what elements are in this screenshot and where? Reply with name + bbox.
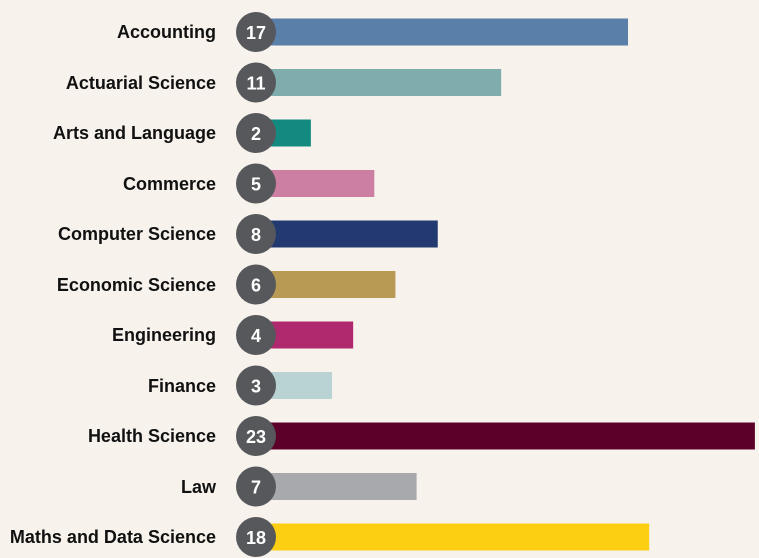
value-badge [236, 264, 276, 305]
value-badge [236, 12, 276, 52]
category-text: Economic Science [56, 274, 216, 295]
category-label: Arts and Language [8, 108, 216, 158]
category-label: Commerce [8, 159, 216, 209]
category-label: Computer Science [8, 209, 216, 259]
bar [268, 271, 396, 298]
category-text: Accounting [117, 22, 216, 42]
category-text: Commerce [122, 173, 216, 194]
value-label: 23 [246, 427, 266, 447]
category-text: Computer Science [57, 224, 216, 244]
category-label: Maths and Data Science [8, 512, 216, 558]
value-label: 7 [251, 478, 261, 498]
category-text: Engineering [111, 325, 216, 345]
value-badge [236, 517, 276, 557]
category-text: Arts and Language [52, 123, 216, 143]
value-label: 3 [251, 377, 261, 397]
value-label: 18 [246, 528, 266, 548]
value-label: 5 [251, 175, 261, 195]
value-label: 11 [246, 74, 265, 94]
category-text: Actuarial Science [65, 72, 216, 93]
category-text: Health Science [87, 426, 216, 446]
value-badge [236, 113, 276, 153]
category-text: Law [180, 476, 216, 497]
category-label: Finance [8, 361, 216, 411]
value-label: 6 [251, 276, 261, 296]
value-badge [236, 315, 276, 355]
category-label: Economic Science [8, 260, 216, 310]
value-badge [236, 365, 276, 406]
bar [268, 170, 375, 197]
bar [268, 321, 354, 349]
category-label: Engineering [8, 310, 216, 360]
bar [268, 523, 650, 551]
category-label: Law [8, 462, 216, 512]
bar [268, 372, 333, 399]
category-label: Accounting [8, 7, 216, 57]
bar [268, 220, 438, 248]
value-badge [236, 163, 276, 204]
bar [268, 422, 755, 450]
value-badge [236, 214, 276, 254]
category-text: Finance [147, 375, 216, 396]
value-label: 17 [246, 23, 266, 43]
value-badge [236, 466, 276, 507]
category-text: Maths and Data Science [9, 527, 216, 547]
bar [268, 69, 502, 96]
bar [268, 473, 417, 500]
bar [268, 18, 629, 46]
category-label: Actuarial Science [8, 58, 216, 108]
value-label: 4 [251, 326, 261, 346]
value-badge [236, 416, 276, 456]
value-badge [236, 62, 276, 103]
value-label: 2 [251, 124, 261, 144]
category-label: Health Science [8, 411, 216, 461]
value-label: 8 [251, 225, 261, 245]
